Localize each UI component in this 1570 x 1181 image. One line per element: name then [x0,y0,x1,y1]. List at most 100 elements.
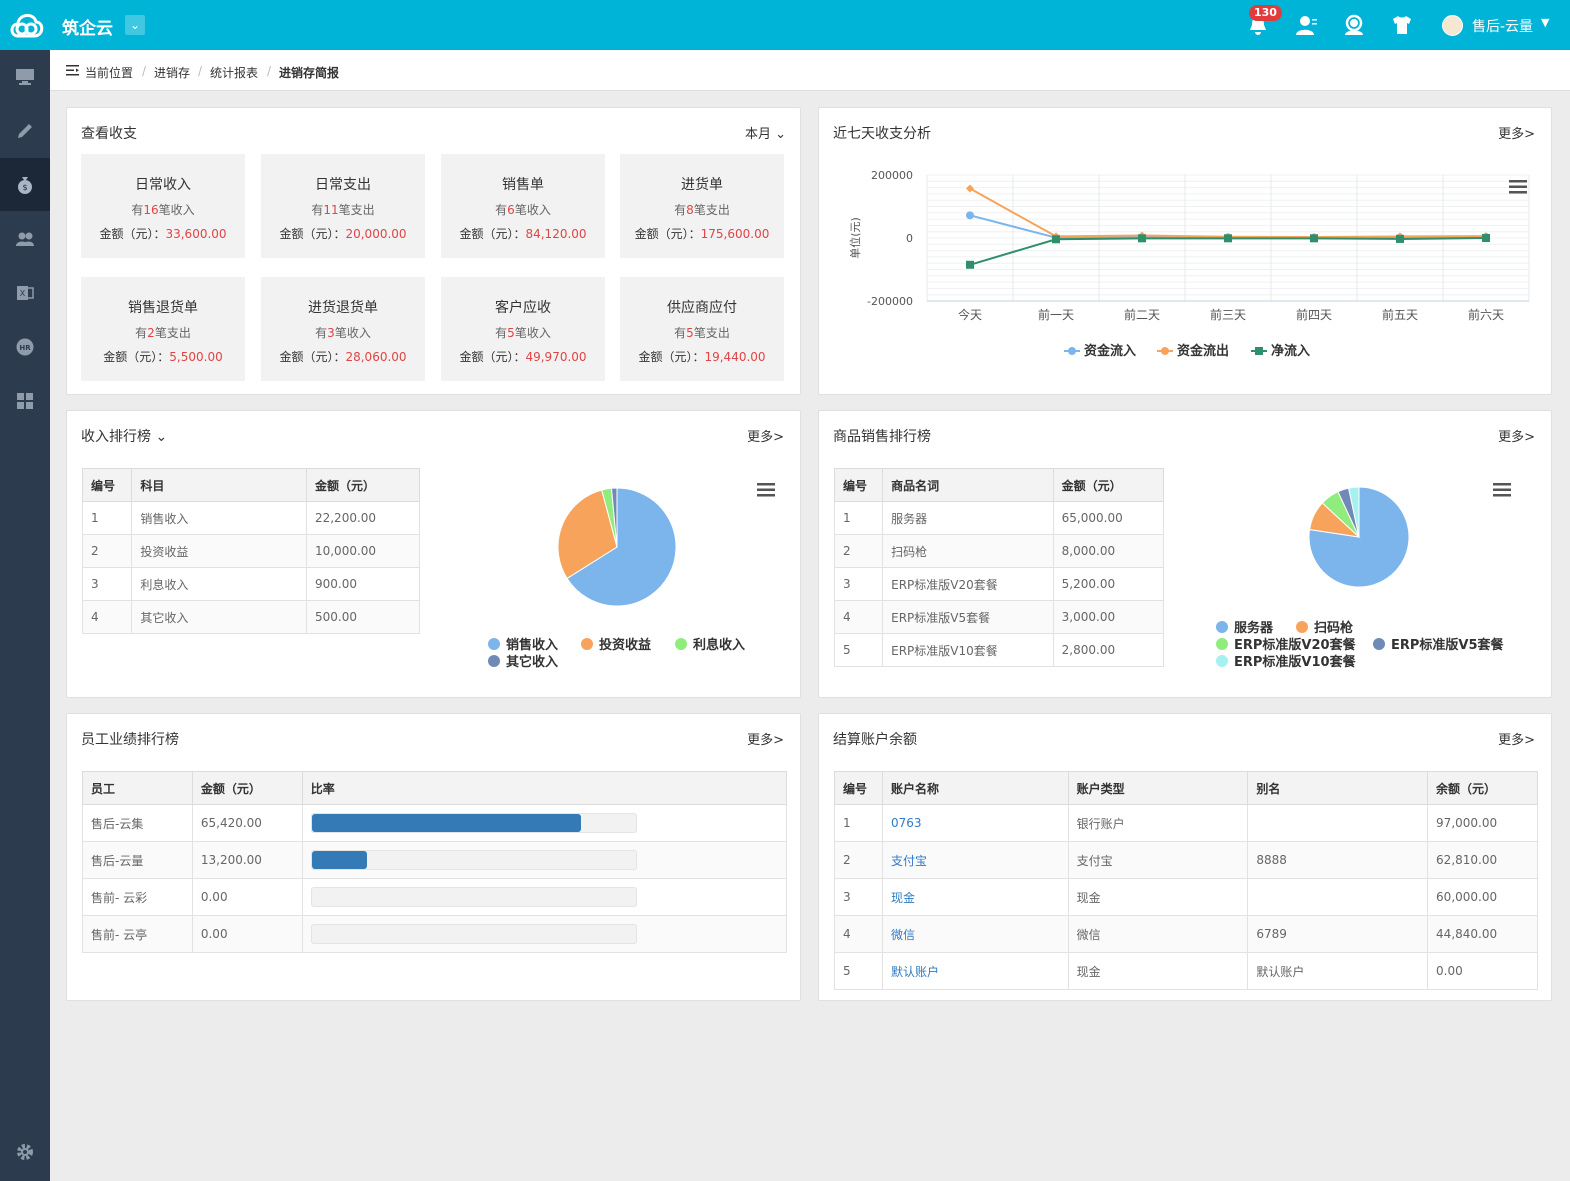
table-row[interactable]: 4 ERP标准版V5套餐 3,000.00 [833,600,1165,634]
cloud-logo-icon[interactable] [6,8,46,42]
pie-slice[interactable] [610,487,618,548]
data-point[interactable] [1138,234,1146,243]
breadcrumb-item-reports[interactable]: 统计报表 [210,66,259,80]
stat-box[interactable]: 供应商应付 有5笔支出 金额（元）：19,440.00 [620,277,784,381]
sidebar-item-customers[interactable] [0,212,50,265]
user-name[interactable]: 售后-云量 [1472,19,1534,35]
data-point[interactable] [1482,234,1490,242]
column-header[interactable]: 员工 [82,771,193,805]
table-row[interactable]: 3 现金 现金 60,000.00 [834,878,1538,916]
more-link[interactable]: 更多> [1498,733,1535,748]
legend-item[interactable]: 利息收入 [675,634,745,653]
table-row[interactable]: 1 服务器 65,000.00 [833,501,1165,535]
sidebar-item-hr[interactable]: HR [0,320,50,373]
column-header[interactable]: 金额（元） [1052,468,1165,502]
chart-menu-icon[interactable] [1493,483,1511,497]
chart-menu-icon[interactable] [757,483,775,497]
legend-item[interactable]: 服务器 [1216,617,1273,636]
column-header[interactable]: 金额（元） [305,468,421,502]
pie-slice[interactable] [566,487,677,607]
more-link[interactable]: 更多> [1498,127,1535,142]
column-header[interactable]: 别名 [1247,771,1429,805]
data-point[interactable] [966,260,974,269]
avatar[interactable] [1442,15,1463,36]
table-row[interactable]: 2 支付宝 支付宝 8888 62,810.00 [834,841,1538,879]
table-cell[interactable]: 支付宝 [881,841,1069,879]
legend-item[interactable]: 投资收益 [581,634,651,653]
column-header[interactable]: 编号 [834,771,883,805]
more-link[interactable]: 更多> [747,733,784,748]
legend-item[interactable]: 销售收入 [488,634,558,653]
table-row[interactable]: 4 微信 微信 6789 44,840.00 [834,915,1538,953]
caret-down-icon[interactable]: ▼ [1541,16,1550,29]
legend-item[interactable]: 资金流出 [1157,343,1229,359]
sidebar-item-edit[interactable] [0,104,50,157]
legend-item[interactable]: 净流入 [1251,343,1310,359]
data-point[interactable] [1052,235,1060,244]
column-header[interactable]: 科目 [131,468,307,502]
column-header[interactable]: 编号 [833,468,884,502]
column-header[interactable]: 金额（元） [191,771,303,805]
table-cell[interactable]: 0763 [881,804,1069,842]
sidebar-item-apps[interactable] [0,374,50,427]
legend-item[interactable]: 扫码枪 [1296,617,1353,636]
stat-box[interactable]: 客户应收 有5笔收入 金额（元）：49,970.00 [441,277,605,381]
data-point[interactable] [966,211,974,220]
table-row[interactable]: 1 销售收入 22,200.00 [81,501,421,535]
column-header[interactable]: 余额（元） [1427,771,1538,805]
chart-menu-icon[interactable] [1509,180,1527,194]
support-headset-icon[interactable] [1342,13,1366,37]
stat-box[interactable]: 进货退货单 有3笔收入 金额（元）：28,060.00 [261,277,425,381]
table-cell[interactable]: 微信 [881,915,1069,953]
pie-slice[interactable] [557,489,618,580]
data-point[interactable] [1396,234,1404,243]
data-point[interactable] [966,184,974,193]
user-contacts-icon[interactable] [1294,13,1318,37]
column-header[interactable]: 账户名称 [881,771,1069,805]
table-row[interactable]: 5 ERP标准版V10套餐 2,800.00 [833,633,1165,667]
table-row[interactable]: 售前- 云彩 0.00 [82,878,788,916]
more-link[interactable]: 更多> [747,430,784,445]
notification-badge[interactable]: 130 [1249,5,1282,21]
sidebar-item-settings[interactable] [0,1125,50,1178]
breadcrumb-item-inventory[interactable]: 进销存 [154,66,191,80]
table-row[interactable]: 2 扫码枪 8,000.00 [833,534,1165,568]
pie-slice[interactable] [1308,486,1410,588]
table-cell[interactable]: 现金 [881,878,1069,916]
legend-item[interactable]: ERP标准版V10套餐 [1216,651,1356,670]
period-select[interactable]: 本月 ⌄ [745,123,786,142]
sidebar-item-dashboard[interactable] [0,50,50,103]
card-title[interactable]: 收入排行榜 ⌄ [81,426,167,446]
app-switch-chevron-icon[interactable]: ⌄ [125,15,145,35]
shirt-icon[interactable] [1390,13,1414,37]
legend-item[interactable]: ERP标准版V20套餐 [1216,634,1356,653]
column-header[interactable]: 商品名词 [882,468,1054,502]
table-row[interactable]: 3 ERP标准版V20套餐 5,200.00 [833,567,1165,601]
table-row[interactable]: 1 0763 银行账户 97,000.00 [834,804,1538,842]
legend-item[interactable]: 资金流入 [1064,343,1136,359]
table-row[interactable]: 售后-云量 13,200.00 [82,841,788,879]
table-row[interactable]: 2 投资收益 10,000.00 [81,534,421,568]
pie-slice[interactable] [1348,486,1360,538]
table-row[interactable]: 3 利息收入 900.00 [81,567,421,601]
column-header[interactable]: 比率 [301,771,788,805]
legend-item[interactable]: ERP标准版V5套餐 [1373,634,1504,653]
column-header[interactable]: 编号 [81,468,133,502]
data-point[interactable] [1310,234,1318,243]
column-header[interactable]: 账户类型 [1067,771,1249,805]
sidebar-item-finance[interactable]: $ [0,158,50,211]
stat-box[interactable]: 进货单 有8笔支出 金额（元）：175,600.00 [620,154,784,258]
data-point[interactable] [1224,234,1232,243]
legend-item[interactable]: 其它收入 [488,651,558,670]
stat-box[interactable]: 日常收入 有16笔收入 金额（元）：33,600.00 [81,154,245,258]
stat-box[interactable]: 销售退货单 有2笔支出 金额（元）：5,500.00 [81,277,245,381]
table-row[interactable]: 售前- 云亭 0.00 [82,915,788,953]
table-row[interactable]: 5 默认账户 现金 默认账户 0.00 [834,952,1538,990]
sidebar-item-reports[interactable]: X [0,266,50,319]
table-row[interactable]: 4 其它收入 500.00 [81,600,421,634]
table-row[interactable]: 售后-云集 65,420.00 [82,804,788,842]
stat-box[interactable]: 日常支出 有11笔支出 金额（元）：20,000.00 [261,154,425,258]
stat-box[interactable]: 销售单 有6笔收入 金额（元）：84,120.00 [441,154,605,258]
more-link[interactable]: 更多> [1498,430,1535,445]
table-cell[interactable]: 默认账户 [881,952,1069,990]
